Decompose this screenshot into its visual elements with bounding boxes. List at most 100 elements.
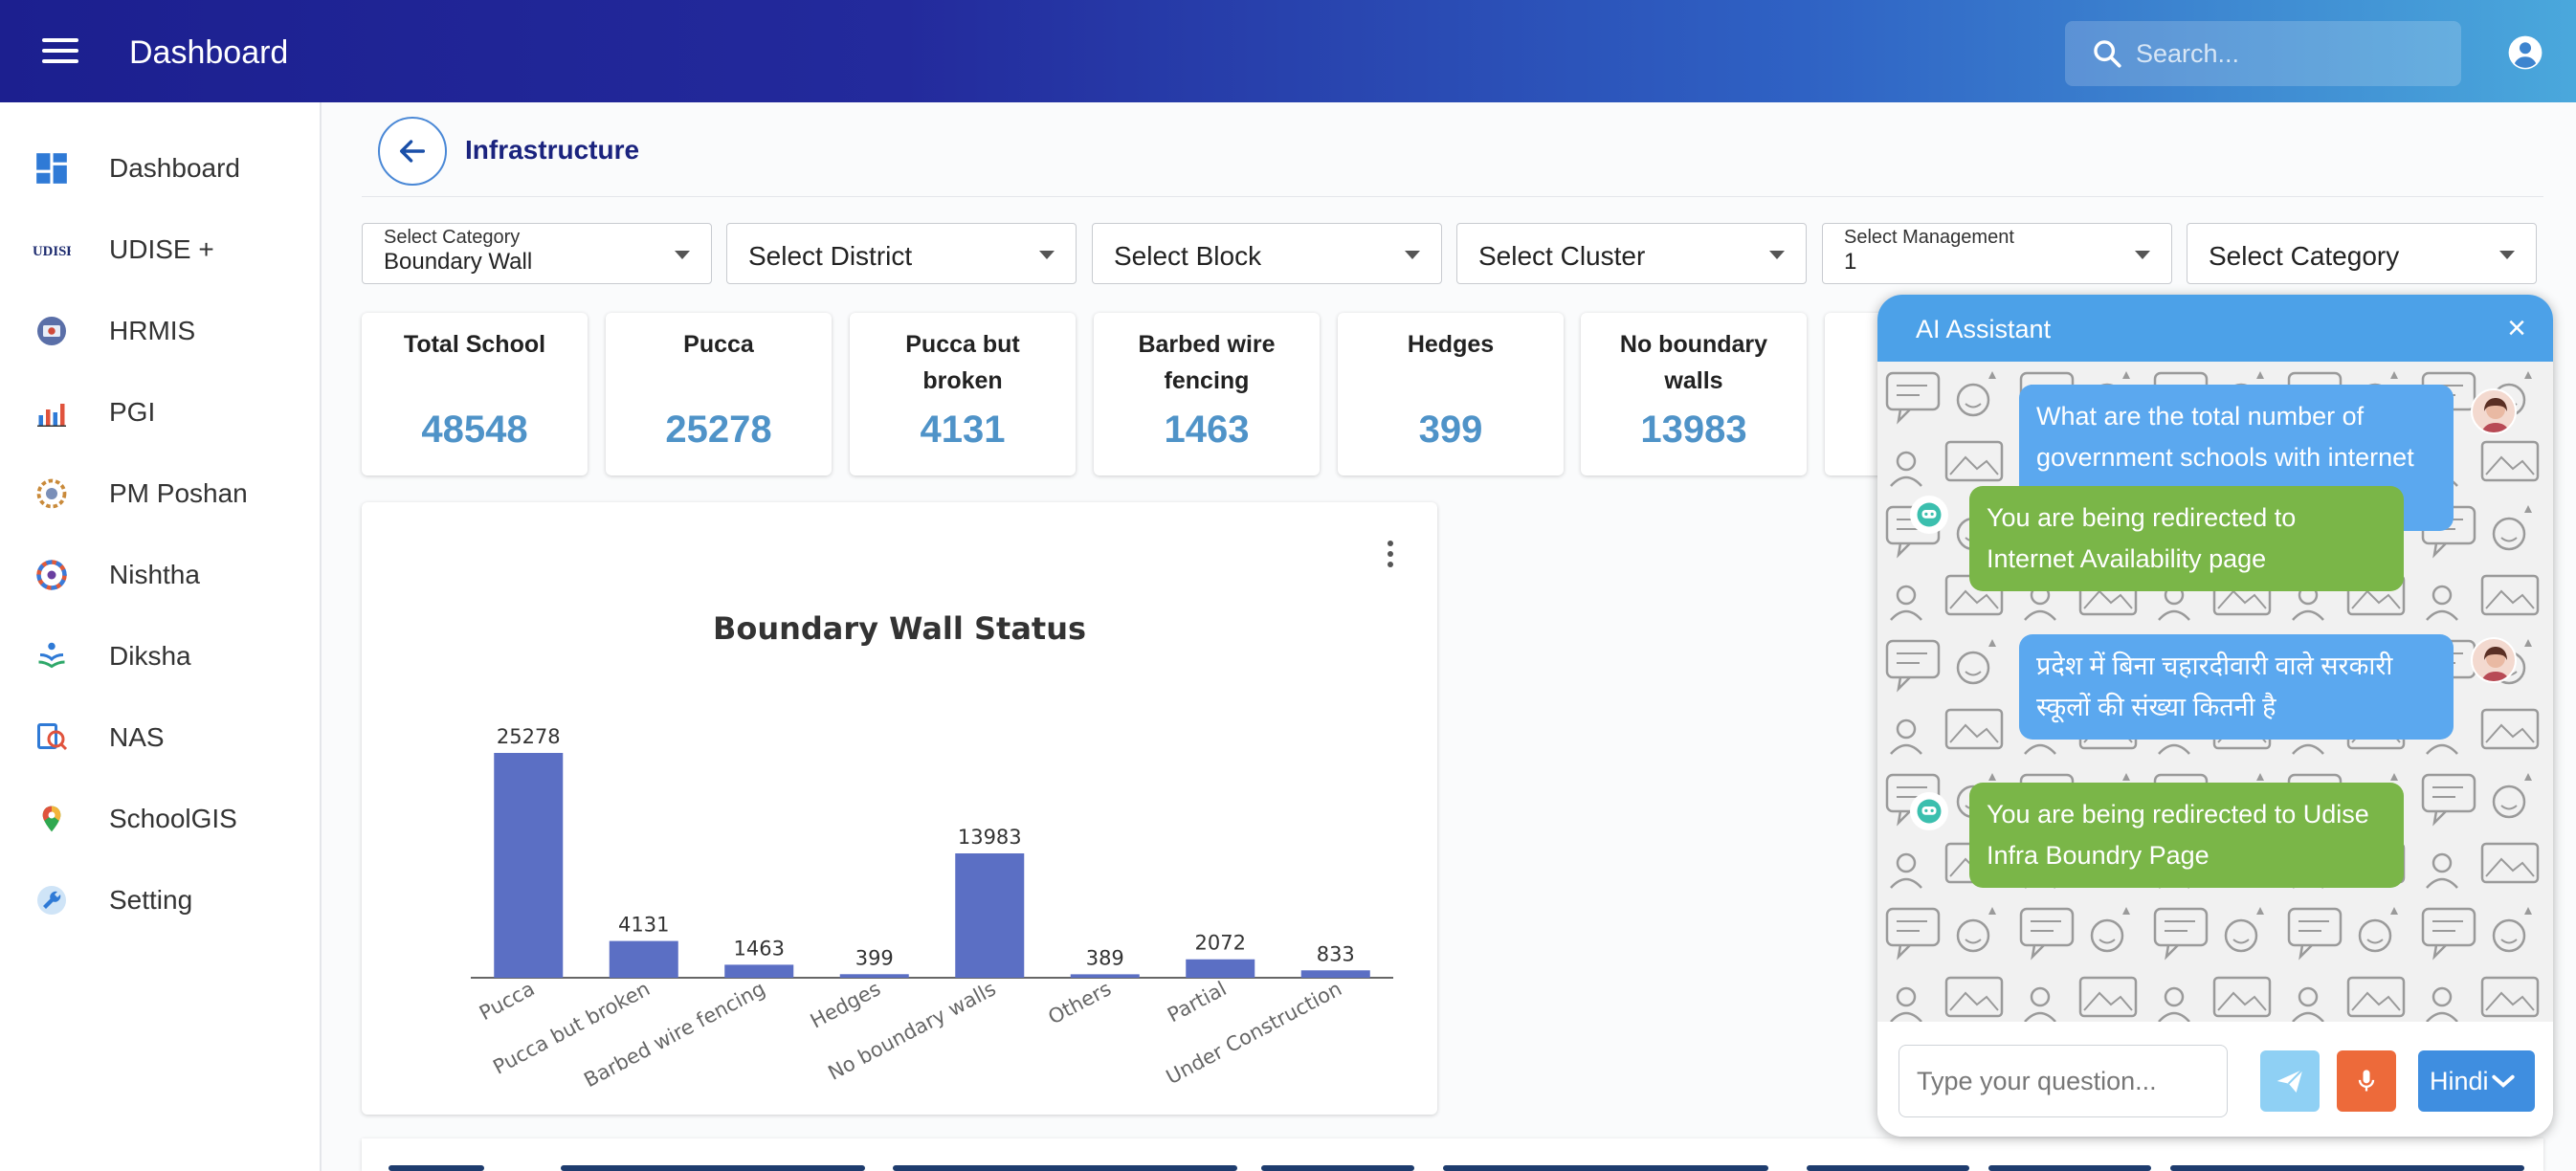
svg-text:UDISE+: UDISE+ [33,244,71,259]
chat-message-bot: You are being redirected to Internet Ava… [1969,486,2404,591]
chevron-down-icon [2491,1074,2515,1088]
sidebar-item-dashboard[interactable]: Dashboard [0,135,322,202]
search-input[interactable] [2136,38,2442,69]
block-select[interactable]: Select Block [1092,223,1442,284]
chart-bar [724,964,794,978]
bottom-panel [362,1138,2543,1171]
chat-message-bot: You are being redirected to Udise Infra … [1969,783,2404,888]
send-button[interactable] [2260,1050,2320,1112]
sidebar-item-label: PM Poshan [109,478,248,508]
search-box[interactable] [2065,21,2461,86]
district-select-value: Select District [748,241,913,271]
sidebar-item-label: HRMIS [109,316,196,345]
assistant-title: AI Assistant [1916,315,2052,343]
sidebar-item-pgi[interactable]: PGI [0,379,322,446]
divider [362,196,2543,197]
data-label: 13983 [958,826,1022,849]
app-title: Dashboard [129,34,289,71]
udise-logo-icon: UDISE+ [33,231,71,269]
page-title: Infrastructure [465,135,640,165]
data-label: 25278 [497,725,561,748]
sidebar-item-label: UDISE + [109,234,214,264]
chart-bar [955,853,1025,978]
stat-value: 48548 [421,409,528,451]
language-select-value: Hindi [2430,1066,2489,1095]
chart-bar [1186,959,1255,978]
close-icon[interactable]: × [2507,310,2526,346]
data-label: 1463 [734,937,785,960]
sidebar-item-label: Diksha [109,641,191,671]
sidebar-item-nas[interactable]: NAS [0,704,322,771]
chart-bar [1070,974,1140,978]
chat-area: What are the total number of government … [1877,362,2553,1022]
question-input[interactable] [1899,1045,2228,1117]
school-category-select[interactable]: Select Category [2187,223,2537,284]
chart-bar [494,753,564,978]
sidebar-item-udise[interactable]: UDISE+ UDISE + [0,216,322,283]
sidebar-item-schoolgis[interactable]: SchoolGIS [0,785,322,852]
chevron-down-icon [1769,251,1785,259]
chart-bar [1300,970,1370,978]
dashboard-grid-icon [33,149,71,188]
stat-label: Pucca but broken [905,331,1020,394]
nas-icon [33,718,71,757]
data-label: 4131 [618,914,669,937]
sidebar-item-label: Nishtha [109,560,200,589]
sidebar-item-setting[interactable]: Setting [0,867,322,934]
menu-icon[interactable] [42,38,78,63]
microphone-button[interactable] [2337,1050,2396,1112]
sidebar-item-label: Dashboard [109,153,240,183]
stat-value: 25278 [665,409,772,451]
sidebar-item-hrmis[interactable]: HRMIS [0,298,322,365]
sidebar-item-label: SchoolGIS [109,804,237,833]
x-tick-label: Pucca [476,977,539,1025]
nishtha-icon [33,556,71,594]
chevron-down-icon [1405,251,1420,259]
diksha-icon [33,637,71,675]
ai-assistant-panel: AI Assistant × [1877,295,2553,1137]
back-button[interactable] [378,117,447,186]
bot-avatar-icon [1910,496,1948,534]
sidebar-item-label: PGI [109,397,156,427]
arrow-left-icon [399,140,426,163]
sidebar-item-diksha[interactable]: Diksha [0,623,322,690]
chevron-down-icon [675,251,690,259]
stat-label: Hedges [1407,331,1495,358]
chevron-down-icon [2499,251,2515,259]
management-select[interactable]: Select Management 1 [1822,223,2172,284]
hrmis-icon [33,312,71,350]
x-tick-label: Others [1045,977,1116,1028]
data-label: 2072 [1195,932,1246,955]
stat-value: 4131 [920,409,1006,451]
stat-card-total-school: Total School 48548 [362,313,588,475]
search-icon [2078,37,2136,70]
category-select[interactable]: Select Category Boundary Wall [362,223,712,284]
sidebar: Dashboard UDISE+ UDISE + HRMIS PGI PM Po… [0,102,322,1171]
block-select-value: Select Block [1114,241,1262,271]
stat-card-pucca-broken: Pucca but broken 4131 [850,313,1076,475]
send-icon [2276,1069,2304,1093]
data-label: 399 [855,946,894,969]
district-select[interactable]: Select District [726,223,1077,284]
account-circle-icon[interactable] [2507,34,2543,76]
more-options-icon[interactable] [1384,541,1397,575]
chevron-down-icon [1039,251,1055,259]
stat-card-pucca: Pucca 25278 [606,313,832,475]
user-avatar [2471,388,2517,434]
language-select[interactable]: Hindi [2418,1050,2535,1112]
map-pin-icon [33,800,71,838]
stat-value: 399 [1418,409,1483,451]
assistant-header: AI Assistant × [1877,295,2553,362]
stat-card-no-boundary: No boundary walls 13983 [1581,313,1807,475]
category-select-value: Boundary Wall [384,249,533,275]
sidebar-item-pm-poshan[interactable]: PM Poshan [0,460,322,527]
sidebar-item-nishtha[interactable]: Nishtha [0,541,322,608]
chart-card: Boundary Wall Status 25278 Pucca 4131 Pucca … [362,502,1437,1115]
top-app-bar: Dashboard [0,0,2576,102]
cluster-select[interactable]: Select Cluster [1456,223,1807,284]
sidebar-item-label: Setting [109,885,193,915]
chat-message-user: प्रदेश में बिना चहारदीवारी वाले सरकारी स… [2019,634,2454,740]
bar-chart-icon [33,393,71,431]
data-label: 833 [1317,942,1355,965]
category-select-label: Select Category [384,227,521,248]
